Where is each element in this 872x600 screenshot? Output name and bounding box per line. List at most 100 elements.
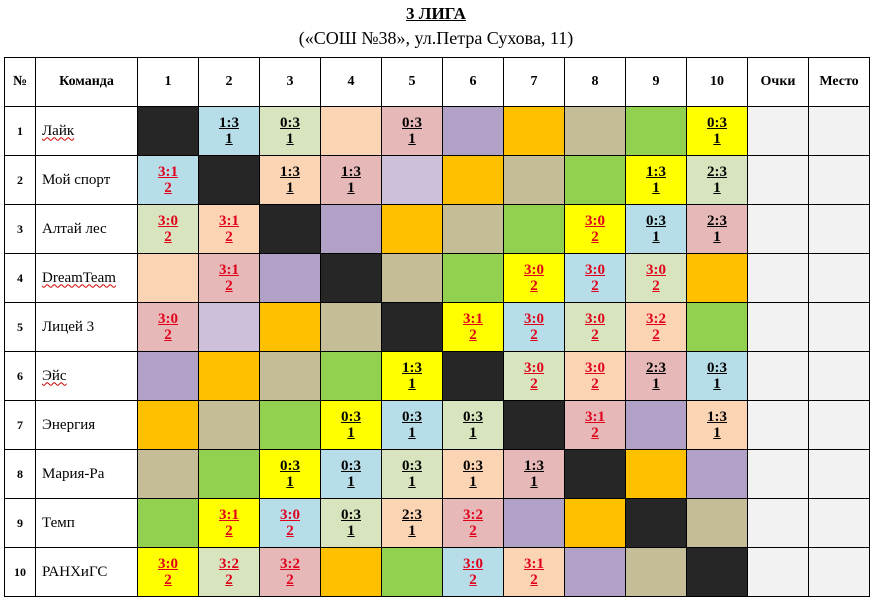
match-score: 3:0 [463,556,483,572]
match-result-cell: 3:0 2 [137,204,199,254]
empty-match-cell [381,155,443,205]
empty-match-cell [564,155,626,205]
points-cell [747,106,809,156]
empty-match-cell [625,400,687,450]
match-points: 1 [347,425,355,441]
team-name-cell: Мария-Ра [35,449,138,499]
empty-match-cell [198,302,260,352]
empty-match-cell [564,106,626,156]
match-result-cell: 0:3 1 [381,106,443,156]
points-cell [747,253,809,303]
self-match-cell [198,155,260,205]
match-result-cell: 0:3 1 [625,204,687,254]
match-result-cell: 0:3 1 [686,106,748,156]
match-points: 2 [530,278,538,294]
match-score: 0:3 [341,458,361,474]
match-points: 2 [469,327,477,343]
match-result-cell: 1:3 1 [320,155,382,205]
empty-match-cell [381,253,443,303]
match-points: 1 [713,425,721,441]
match-score: 2:3 [707,164,727,180]
match-result-cell: 3:1 2 [503,547,565,597]
match-score: 1:3 [341,164,361,180]
match-result-cell: 1:3 1 [259,155,321,205]
match-result-cell: 2:3 1 [625,351,687,401]
place-cell [808,498,870,548]
match-score: 2:3 [707,213,727,229]
match-score: 3:0 [646,262,666,278]
team-name: Эйс [42,367,67,384]
match-points: 1 [347,523,355,539]
team-name: Энергия [42,416,96,433]
match-result-cell: 3:1 2 [442,302,504,352]
match-score: 3:0 [158,213,178,229]
match-result-cell: 3:2 2 [625,302,687,352]
standings-table: № Команда 1 2 3 4 5 6 7 8 9 10 Очки Мест… [4,57,870,597]
match-result-cell: 0:3 1 [320,400,382,450]
match-score: 3:1 [219,213,239,229]
team-name-cell: Лайк [35,106,138,156]
match-points: 1 [347,180,355,196]
match-result-cell: 3:0 2 [137,547,199,597]
team-name-cell: РАНХиГС [35,547,138,597]
match-score: 3:0 [585,311,605,327]
match-result-cell: 0:3 1 [381,449,443,499]
match-score: 3:0 [280,507,300,523]
place-cell [808,253,870,303]
row-number: 9 [4,498,36,548]
empty-match-cell [320,204,382,254]
match-score: 3:0 [158,311,178,327]
self-match-cell [686,547,748,597]
match-points: 1 [347,474,355,490]
empty-match-cell [137,449,199,499]
match-result-cell: 3:0 2 [564,204,626,254]
match-result-cell: 2:3 1 [686,155,748,205]
empty-match-cell [259,253,321,303]
match-result-cell: 0:3 1 [320,449,382,499]
match-points: 1 [652,180,660,196]
match-score: 3:1 [219,262,239,278]
match-score: 0:3 [402,115,422,131]
match-result-cell: 1:3 1 [686,400,748,450]
team-name: РАНХиГС [42,563,108,580]
points-cell [747,400,809,450]
match-score: 3:2 [280,556,300,572]
place-cell [808,400,870,450]
match-score: 3:0 [524,311,544,327]
match-result-cell: 3:0 2 [564,253,626,303]
match-score: 1:3 [524,458,544,474]
team-name-cell: Энергия [35,400,138,450]
match-points: 1 [408,376,416,392]
points-cell [747,302,809,352]
match-result-cell: 3:0 2 [442,547,504,597]
table-header-row: № Команда 1 2 3 4 5 6 7 8 9 10 Очки Мест… [4,57,870,107]
match-score: 0:3 [463,458,483,474]
match-result-cell: 3:2 2 [198,547,260,597]
row-number: 3 [4,204,36,254]
team-name: Лицей 3 [42,318,95,335]
match-score: 3:0 [585,213,605,229]
match-points: 1 [286,131,294,147]
empty-match-cell [442,204,504,254]
match-score: 1:3 [219,115,239,131]
row-number: 5 [4,302,36,352]
match-score: 3:2 [219,556,239,572]
empty-match-cell [381,547,443,597]
match-result-cell: 2:3 1 [381,498,443,548]
team-name-cell: Алтай лес [35,204,138,254]
match-points: 1 [469,474,477,490]
empty-match-cell [198,449,260,499]
match-result-cell: 3:0 2 [503,351,565,401]
match-result-cell: 3:1 2 [198,498,260,548]
page-subtitle: («СОШ №38», ул.Петра Сухова, 11) [298,28,574,48]
match-points: 1 [713,229,721,245]
match-score: 0:3 [280,458,300,474]
table-row: 1 Лайк 1:3 1 0:3 1 0:3 1 0:3 1 [4,106,870,156]
match-points: 2 [469,572,477,588]
header-points: Очки [747,57,809,107]
match-points: 2 [225,523,233,539]
points-cell [747,351,809,401]
match-points: 1 [469,425,477,441]
place-cell [808,155,870,205]
match-score: 1:3 [280,164,300,180]
